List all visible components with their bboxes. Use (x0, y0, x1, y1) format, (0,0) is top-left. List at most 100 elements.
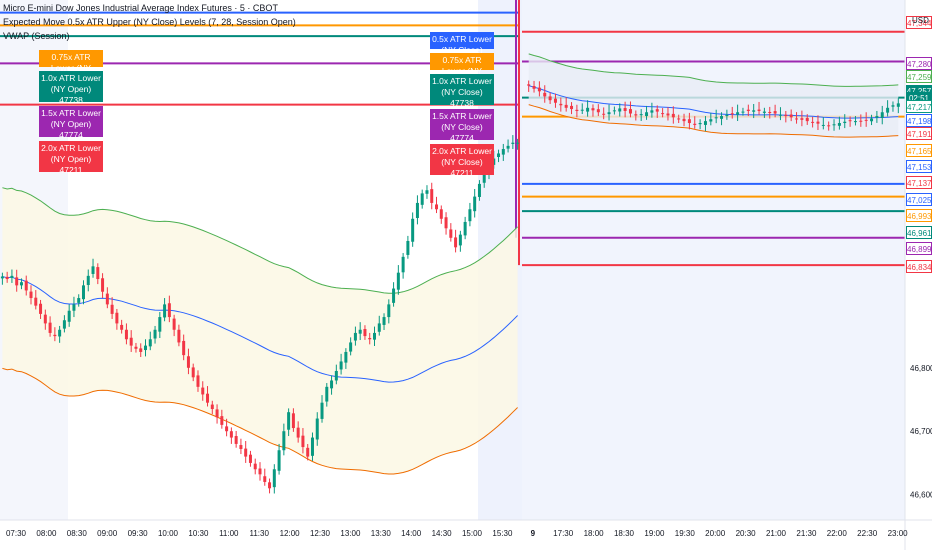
price-tag-15: 46,834 (906, 259, 932, 273)
s1-candle-75 (358, 329, 362, 334)
s1-candle-26 (124, 329, 128, 340)
s2-candle-32 (698, 123, 702, 125)
s2-candle-16 (612, 110, 616, 112)
x-tick-label-22: 19:30 (675, 529, 696, 538)
s1-candle-56 (268, 482, 272, 489)
s1-candle-99 (473, 196, 477, 212)
s2-candle-11 (586, 107, 590, 112)
s1-candle-91 (435, 204, 439, 210)
s2-candle-45 (768, 111, 772, 113)
vwap-upper-band-s2 (528, 53, 899, 87)
s1-candle-13 (62, 320, 66, 329)
s2-candle-18 (623, 108, 627, 111)
indicator-legend-atr[interactable]: Expected Move 0.5x ATR Upper (NY Close) … (3, 17, 296, 27)
price-tag-11: 47,025 (906, 192, 932, 206)
ny-close-label-value-3: 47774 (450, 133, 474, 143)
s2-candle-53 (811, 121, 815, 123)
s1-candle-77 (368, 338, 372, 340)
x-tick-label-19: 18:00 (584, 529, 605, 538)
s2-candle-50 (795, 118, 799, 120)
s1-candle-83 (396, 272, 400, 290)
s1-candle-29 (139, 348, 143, 352)
x-tick-label-1: 08:00 (36, 529, 57, 538)
s2-candle-48 (784, 114, 788, 117)
s1-candle-11 (53, 334, 57, 337)
s2-candle-43 (757, 109, 761, 111)
s1-candle-108 (516, 142, 520, 144)
s1-candle-19 (91, 266, 95, 274)
s1-candle-73 (349, 342, 353, 352)
s1-candle-70 (334, 370, 338, 381)
s2-candle-5 (553, 98, 557, 103)
s1-candle-6 (29, 291, 33, 299)
s2-candle-1 (532, 85, 536, 89)
s2-candle-68 (891, 105, 895, 107)
s1-candle-87 (415, 202, 419, 219)
s1-candle-23 (110, 304, 114, 314)
s2-candle-27 (671, 113, 675, 118)
ny-close-label-0: 0.5x ATR Lower (NY Close) (430, 32, 494, 55)
s2-candle-34 (709, 119, 713, 122)
s2-candle-15 (607, 112, 611, 115)
s1-candle-61 (291, 413, 295, 429)
ny-close-label-text-2: 1.0x ATR Lower (NY Close) (432, 76, 492, 97)
s1-candle-93 (444, 217, 448, 229)
s1-candle-17 (81, 285, 85, 300)
indicator-legend-vwap[interactable]: VWAP (Session) (3, 31, 70, 41)
price-tag-12: 46,993 (906, 209, 932, 223)
ny-open-label-3: 2.0x ATR Lower (NY Open) 47211 (39, 141, 103, 175)
s2-candle-65 (875, 116, 879, 118)
price-tag-14: 46,899 (906, 242, 932, 256)
s1-candle-67 (320, 402, 324, 419)
s1-candle-31 (148, 339, 152, 347)
ny-open-label-2: 1.5x ATR Lower (NY Open) 47774 (39, 106, 103, 140)
x-tick-label-6: 10:30 (188, 529, 209, 538)
ny-close-label-text-0: 0.5x ATR Lower (NY Close) (432, 34, 492, 55)
s2-candle-41 (746, 109, 750, 111)
ny-open-label-text-2: 1.5x ATR Lower (NY Open) (41, 108, 101, 129)
s1-candle-22 (105, 293, 109, 305)
x-tick-label-16: 15:30 (492, 529, 513, 538)
s1-candle-43 (206, 393, 210, 403)
s2-candle-25 (661, 113, 665, 115)
s2-candle-4 (548, 96, 552, 101)
s1-candle-79 (377, 323, 381, 332)
x-tick-label-3: 09:00 (97, 529, 118, 538)
y-tick-label-0: 46,600 (910, 491, 932, 500)
s2-candle-23 (650, 110, 654, 113)
s2-candle-42 (752, 110, 756, 112)
s2-candle-26 (666, 113, 670, 116)
s1-candle-41 (196, 375, 200, 387)
x-tick-label-13: 14:00 (401, 529, 422, 538)
s2-candle-40 (741, 111, 745, 113)
ny-open-label-1: 1.0x ATR Lower (NY Open) 47738 (39, 71, 103, 105)
s1-candle-45 (215, 409, 219, 418)
s1-candle-90 (430, 189, 434, 203)
s2-candle-28 (677, 118, 681, 120)
s2-candle-35 (714, 117, 718, 119)
s2-candle-64 (870, 118, 874, 122)
ny-close-label-text-3: 1.5x ATR Lower (NY Close) (432, 111, 492, 132)
x-tick-label-23: 20:00 (705, 529, 726, 538)
candles (0, 80, 900, 494)
s1-candle-24 (115, 312, 119, 324)
s1-candle-65 (310, 437, 314, 456)
s1-candle-97 (463, 221, 467, 236)
s2-candle-69 (896, 103, 900, 107)
s1-candle-14 (67, 310, 71, 322)
s2-candle-13 (596, 109, 600, 113)
s1-candle-50 (239, 445, 243, 449)
x-tick-label-26: 21:30 (796, 529, 817, 538)
s1-candle-25 (120, 324, 124, 330)
s1-candle-47 (225, 426, 229, 432)
currency-label[interactable]: USD (912, 16, 929, 25)
s1-candle-89 (425, 190, 429, 194)
s2-candle-6 (559, 103, 563, 106)
s1-candle-66 (315, 418, 319, 440)
s1-candle-9 (43, 314, 47, 324)
s1-candle-55 (263, 476, 267, 482)
s2-candle-21 (639, 114, 643, 116)
